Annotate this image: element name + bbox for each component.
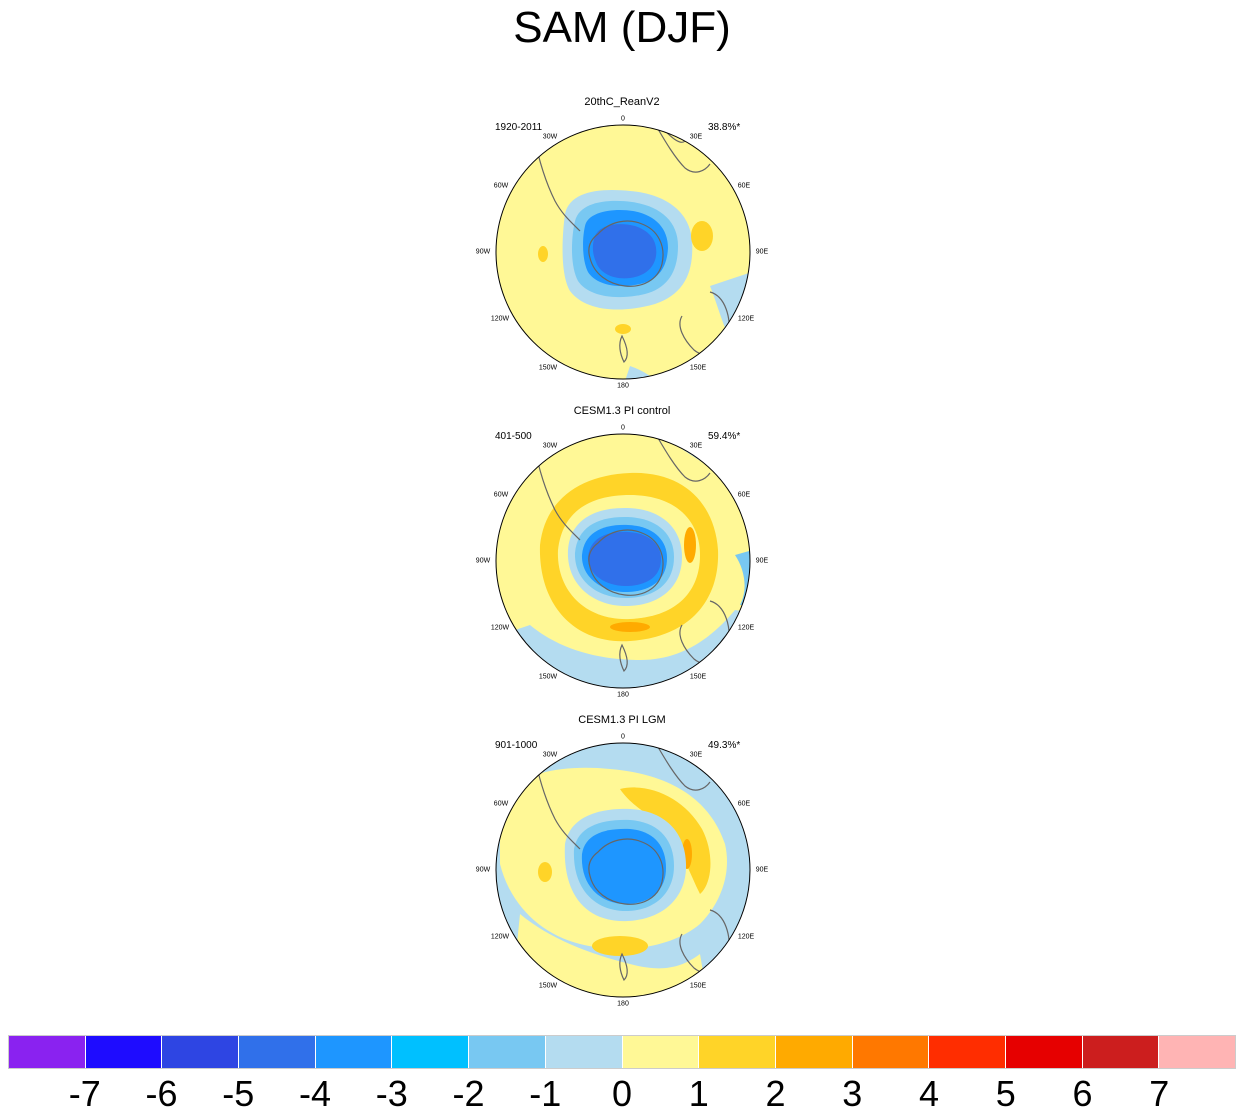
- lon-label-180: 180: [617, 691, 629, 699]
- lon-label-150w: 150W: [538, 982, 558, 990]
- lon-label-30w: 30W: [542, 751, 558, 759]
- lon-label-60w: 60W: [493, 800, 509, 808]
- lon-label-60e: 60E: [737, 491, 751, 499]
- lon-label-90w: 90W: [475, 866, 491, 874]
- field-positive: [538, 862, 552, 882]
- colorbar-box: [929, 1036, 1006, 1068]
- field-positive: [615, 324, 631, 334]
- colorbar-box: [1082, 1036, 1160, 1068]
- lon-label-90e: 90E: [755, 866, 769, 874]
- field-positive: [691, 221, 713, 251]
- map-panel-reanalysis: 20thC_ReanV2 1920-2011 38.8%*: [470, 96, 774, 396]
- colorbar-box: [699, 1036, 776, 1068]
- colorbar-ticks: -7 -6 -5 -4 -3 -2 -1 0 1 2 3 4 5 6 7: [8, 1074, 1236, 1114]
- lon-label-30w: 30W: [542, 133, 558, 141]
- colorbar-tick-label: -6: [145, 1073, 178, 1114]
- lon-label-120w: 120W: [490, 933, 510, 941]
- lon-label-0: 0: [621, 424, 625, 432]
- panel-period: 901-1000: [495, 740, 538, 751]
- field-positive: [538, 246, 548, 262]
- lon-label-30e: 30E: [689, 133, 703, 141]
- colorbar-tick-label: -3: [375, 1073, 408, 1114]
- lon-label-60w: 60W: [493, 182, 509, 190]
- lon-label-150e: 150E: [689, 673, 707, 681]
- polar-map: [495, 433, 751, 689]
- map-boundary: [495, 742, 751, 998]
- colorbar-box: [162, 1036, 240, 1068]
- colorbar-tick-label: 6: [1072, 1073, 1093, 1114]
- lon-label-30w: 30W: [542, 442, 558, 450]
- colorbar-box: [469, 1036, 546, 1068]
- panel-title: 20thC_ReanV2: [584, 96, 660, 108]
- lon-label-0: 0: [621, 115, 625, 123]
- colorbar-tick-label: -7: [68, 1073, 101, 1114]
- field-positive-strong: [684, 527, 696, 563]
- colorbar-tick-label: 1: [688, 1073, 709, 1114]
- lon-label-150e: 150E: [689, 982, 707, 990]
- lon-label-120w: 120W: [490, 624, 510, 632]
- lon-label-180: 180: [617, 1000, 629, 1008]
- panel-percent: 59.4%*: [708, 431, 741, 442]
- map-panel-pi-lgm: CESM1.3 PI LGM 901-1000 49.3%* 0 30E: [470, 714, 774, 1014]
- field-negative: [735, 545, 750, 605]
- colorbar-box: [852, 1036, 930, 1068]
- lon-label-60e: 60E: [737, 182, 751, 190]
- panel-title: CESM1.3 PI control: [573, 405, 671, 417]
- lon-label-180: 180: [617, 382, 629, 390]
- lon-label-90e: 90E: [755, 248, 769, 256]
- colorbar-tick-label: -1: [529, 1073, 562, 1114]
- figure-title: SAM (DJF): [513, 3, 731, 52]
- colorbar-box: [545, 1036, 623, 1068]
- colorbar-tick-label: 7: [1149, 1073, 1170, 1114]
- colorbar: [8, 1035, 1236, 1069]
- colorbar-box: [9, 1036, 86, 1068]
- colorbar-tick-label: 0: [611, 1073, 633, 1114]
- panel-period: 1920-2011: [495, 122, 543, 133]
- polar-map: [495, 124, 751, 380]
- lon-label-120e: 120E: [737, 624, 755, 632]
- polar-map: [495, 742, 751, 998]
- field-positive-strong: [610, 622, 650, 632]
- colorbar-box: [392, 1036, 470, 1068]
- colorbar-box: [85, 1036, 163, 1068]
- lon-label-150w: 150W: [538, 673, 558, 681]
- lon-label-120e: 120E: [737, 315, 755, 323]
- colorbar-box: [1159, 1036, 1235, 1068]
- lon-label-0: 0: [621, 733, 625, 741]
- colorbar-tick-label: -4: [298, 1073, 332, 1114]
- colorbar-box: [622, 1036, 700, 1068]
- colorbar-tick-label: 2: [765, 1073, 786, 1114]
- lon-label-60e: 60E: [737, 800, 751, 808]
- lon-label-120e: 120E: [737, 933, 755, 941]
- map-boundary: [495, 433, 751, 689]
- panel-percent: 38.8%*: [708, 122, 741, 133]
- lon-label-150e: 150E: [689, 364, 707, 372]
- field-negative-stronger: [587, 531, 661, 587]
- lon-label-30e: 30E: [689, 442, 703, 450]
- map-panel-pi-control: CESM1.3 PI control 401-500 59.4%*: [470, 405, 774, 705]
- panel-period: 401-500: [495, 431, 532, 442]
- colorbar-tick-label: 3: [842, 1073, 863, 1114]
- lon-label-120w: 120W: [490, 315, 510, 323]
- field-negative-stronger: [592, 224, 657, 279]
- lon-label-60w: 60W: [493, 491, 509, 499]
- lon-label-30e: 30E: [689, 751, 703, 759]
- lon-label-90w: 90W: [475, 248, 491, 256]
- panel-title: CESM1.3 PI LGM: [578, 714, 666, 726]
- lon-label-90w: 90W: [475, 557, 491, 565]
- colorbar-box: [239, 1036, 316, 1068]
- colorbar-tick-label: 5: [995, 1073, 1016, 1114]
- map-boundary: [495, 124, 751, 380]
- colorbar-tick-label: -5: [222, 1073, 255, 1114]
- colorbar-box: [1005, 1036, 1083, 1068]
- colorbar-tick-label: 4: [918, 1073, 940, 1114]
- colorbar-box: [315, 1036, 393, 1068]
- field-positive: [592, 936, 648, 956]
- panel-percent: 49.3%*: [708, 740, 741, 751]
- colorbar-tick-label: -2: [452, 1073, 485, 1114]
- lon-label-90e: 90E: [755, 557, 769, 565]
- field-negative-weak: [620, 366, 670, 379]
- lon-label-150w: 150W: [538, 364, 558, 372]
- colorbar-box: [775, 1036, 853, 1068]
